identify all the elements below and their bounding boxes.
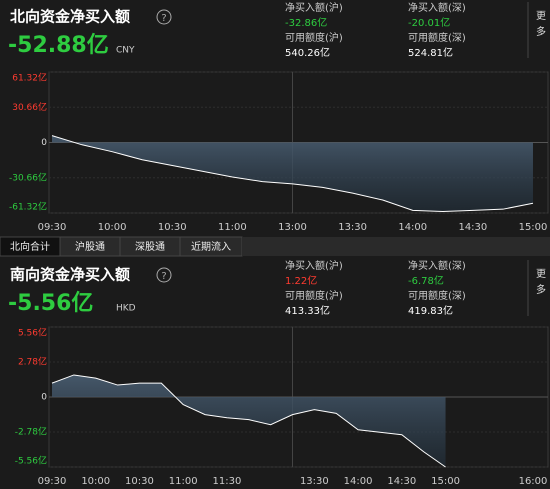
x-tick-label: 14:30 bbox=[387, 476, 416, 487]
stat-label: 可用额度(沪) bbox=[285, 31, 343, 44]
total-value: -5.56亿 bbox=[8, 291, 93, 316]
currency: CNY bbox=[116, 46, 135, 56]
tab-bar bbox=[242, 237, 550, 256]
area bbox=[52, 135, 533, 212]
total-value: -52.88亿 bbox=[8, 33, 109, 58]
help-icon[interactable] bbox=[156, 267, 172, 283]
x-tick-label: 13:30 bbox=[338, 222, 367, 233]
stat-value: 419.83亿 bbox=[408, 304, 453, 317]
x-tick-label: 09:30 bbox=[38, 476, 67, 487]
line bbox=[51, 135, 534, 212]
x-tick-label: 09:30 bbox=[38, 222, 67, 233]
help-mark: ? bbox=[161, 13, 166, 24]
y-tick-label: -30.66亿 bbox=[9, 171, 47, 183]
x-tick-label: 14:30 bbox=[458, 222, 487, 233]
more-button[interactable]: 更多 bbox=[534, 10, 546, 42]
stat-label: 净买入额(沪) bbox=[285, 1, 343, 14]
y-tick-label: 5.56亿 bbox=[18, 327, 47, 339]
stat-label: 可用额度(深) bbox=[408, 289, 466, 302]
more-button[interactable]: 更多 bbox=[534, 268, 546, 300]
stat-value: -32.86亿 bbox=[285, 16, 327, 29]
x-tick-label: 14:00 bbox=[398, 222, 427, 233]
y-tick-label: -61.32亿 bbox=[9, 201, 47, 213]
stat-value: -20.01亿 bbox=[408, 16, 450, 29]
tab-label[interactable]: 近期流入 bbox=[191, 240, 231, 253]
help-mark: ? bbox=[161, 271, 166, 282]
tab-label[interactable]: 沪股通 bbox=[75, 240, 105, 253]
stat-label: 净买入额(深) bbox=[408, 1, 466, 14]
x-tick-label: 10:30 bbox=[158, 222, 187, 233]
stat-label: 净买入额(深) bbox=[408, 259, 466, 272]
x-tick-label: 11:00 bbox=[218, 222, 247, 233]
y-tick-label: 0 bbox=[41, 138, 47, 148]
chart-title: 南向资金净买入额 bbox=[10, 266, 130, 284]
x-tick-label: 15:00 bbox=[519, 222, 548, 233]
y-tick-label: 61.32亿 bbox=[12, 72, 47, 84]
area bbox=[52, 374, 446, 467]
stat-value: 413.33亿 bbox=[285, 304, 330, 317]
x-tick-label: 16:00 bbox=[519, 476, 548, 487]
x-tick-label: 13:00 bbox=[278, 222, 307, 233]
y-tick-label: 2.78亿 bbox=[18, 356, 47, 368]
x-tick-label: 15:00 bbox=[431, 476, 460, 487]
stat-value: 524.81亿 bbox=[408, 46, 453, 59]
tab-label[interactable]: 北向合计 bbox=[10, 240, 50, 253]
stat-label: 可用额度(深) bbox=[408, 31, 466, 44]
y-tick-label: 0 bbox=[41, 393, 47, 403]
x-tick-label: 13:30 bbox=[300, 476, 329, 487]
y-tick-label: -5.56亿 bbox=[15, 455, 47, 467]
stat-value: 1.22亿 bbox=[285, 274, 317, 287]
tab-label[interactable]: 深股通 bbox=[135, 241, 165, 253]
x-tick-label: 11:30 bbox=[212, 476, 241, 487]
x-tick-label: 10:30 bbox=[125, 476, 154, 487]
y-tick-label: -2.78亿 bbox=[15, 426, 47, 438]
stat-label: 净买入额(沪) bbox=[285, 259, 343, 272]
currency: HKD bbox=[116, 304, 136, 314]
x-tick-label: 11:00 bbox=[169, 476, 198, 487]
stat-value: 540.26亿 bbox=[285, 46, 330, 59]
x-tick-label: 10:00 bbox=[98, 222, 127, 233]
help-icon[interactable] bbox=[156, 9, 172, 25]
x-tick-label: 14:00 bbox=[344, 476, 373, 487]
x-tick-label: 10:00 bbox=[81, 476, 110, 487]
stat-label: 可用额度(沪) bbox=[285, 289, 343, 302]
chart-title: 北向资金净买入额 bbox=[10, 8, 130, 26]
y-tick-label: 30.66亿 bbox=[12, 101, 47, 113]
stat-value: -6.78亿 bbox=[408, 274, 444, 287]
line bbox=[51, 374, 446, 468]
